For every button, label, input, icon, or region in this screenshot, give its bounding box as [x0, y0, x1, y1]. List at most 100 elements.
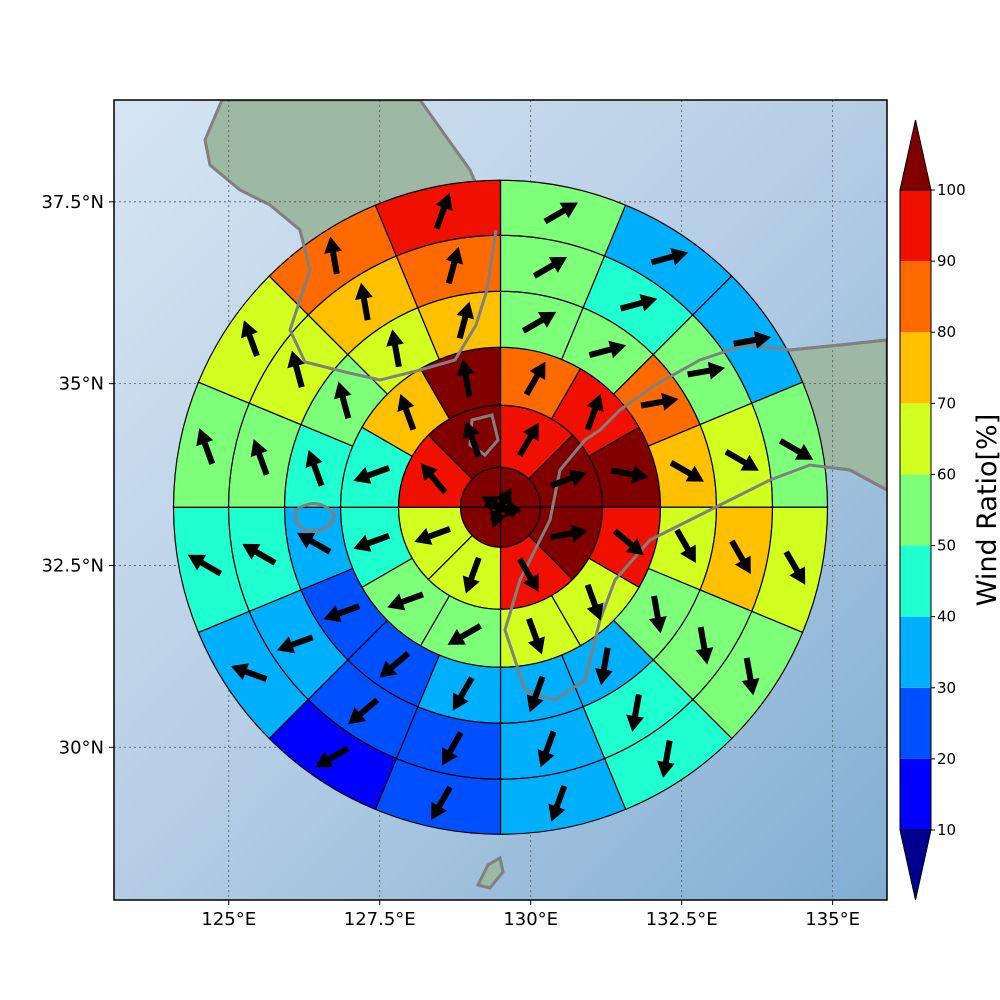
wind-arrow-shape: [387, 591, 424, 611]
wind-arrow: [287, 350, 305, 388]
colorbar-tick-label: 80: [937, 323, 956, 341]
colorbar-bin: [900, 687, 931, 759]
wind-arrow-shape: [537, 730, 557, 768]
wind-arrow: [323, 603, 361, 623]
wind-arrow: [297, 532, 332, 555]
wind-arrow: [196, 428, 216, 465]
colorbar-label: Wind Ratio[%]: [972, 414, 1000, 606]
colorbar-tick-label: 40: [937, 608, 956, 626]
colorbar-tick-label: 30: [937, 679, 956, 697]
wind-arrow-shape: [532, 257, 568, 279]
wind-arrow: [348, 697, 380, 725]
wind-arrow: [549, 524, 588, 543]
colorbar: 10 20 30 40 50 60 70 80 90 100: [899, 119, 966, 901]
wind-arrow: [656, 740, 675, 778]
wind-arrow: [783, 550, 806, 585]
wind-arrow-shape: [741, 657, 760, 696]
wind-arrow-shape: [324, 236, 342, 275]
wind-arrow-shape: [481, 496, 516, 518]
colorbar-bin: [900, 474, 931, 546]
wind-arrow: [481, 496, 516, 518]
x-tick-label: 127.5°E: [344, 909, 416, 930]
wind-arrow-shape: [584, 583, 604, 621]
wind-arrow: [305, 449, 325, 487]
wind-arrow: [452, 676, 475, 711]
wind-arrow-shape: [521, 311, 557, 334]
colorbar-bin: [900, 261, 931, 333]
wind-arrow-shape: [379, 651, 411, 678]
wind-arrow: [521, 311, 557, 334]
wind-arrow: [778, 438, 814, 460]
wind-arrow: [379, 651, 411, 678]
wind-arrow: [353, 532, 391, 552]
wind-arrow: [619, 294, 658, 312]
wind-arrow-shape: [242, 543, 277, 566]
wind-arrow: [387, 591, 424, 611]
wind-arrow: [431, 785, 453, 821]
x-tick-label: 132.5°E: [646, 909, 718, 930]
wind-arrow-shape: [640, 392, 679, 411]
y-tick-label: 32.5°N: [41, 555, 104, 576]
japan-coastline-overlay: [503, 338, 888, 702]
korean-coastline-overlay: [288, 229, 498, 382]
wind-arrow: [526, 675, 546, 713]
y-tick-label: 35°N: [59, 374, 104, 395]
wind-arrow: [610, 465, 649, 484]
wind-arrow: [447, 623, 482, 645]
wind-arrow-shape: [526, 617, 545, 655]
colorbar-tick-label: 20: [937, 750, 956, 768]
wind-arrow-shape: [456, 359, 475, 397]
wind-arrow-shape: [353, 465, 391, 484]
wind-arrow: [626, 693, 644, 732]
wind-arrow-shape: [724, 449, 759, 471]
wind-arrow-shape: [462, 421, 482, 458]
colorbar-bin: [900, 332, 931, 404]
wind-arrow-shape: [543, 202, 578, 225]
wind-arrow-shape: [648, 595, 667, 634]
wind-arrow: [733, 330, 772, 349]
colorbar-tick-label: 90: [937, 252, 956, 270]
coastline-overlay: [288, 229, 888, 702]
wind-arrow-shape: [674, 528, 696, 563]
wind-arrow-shape: [783, 550, 806, 585]
x-axis-ticks: 125°E 127.5°E 130°E 132.5°E 135°E: [201, 900, 860, 930]
y-tick-label: 37.5°N: [41, 192, 104, 213]
wind-arrow: [333, 381, 352, 420]
wind-arrow-shape: [323, 603, 361, 623]
wind-arrow-shape: [550, 469, 587, 489]
colorbar-bin: [900, 545, 931, 617]
wind-arrow-shape: [695, 626, 714, 665]
wind-arrow: [414, 526, 451, 545]
wind-arrow: [523, 361, 546, 397]
wind-arrow-shape: [348, 697, 380, 725]
wind-arrow: [462, 556, 482, 594]
wind-arrow: [276, 634, 314, 654]
wind-arrow: [456, 301, 475, 340]
wind-arrow: [550, 469, 587, 489]
wind-arrow: [456, 359, 475, 397]
colorbar-extend-min: [899, 829, 932, 901]
wind-arrow-shape: [526, 675, 546, 713]
wind-arrow: [650, 247, 689, 266]
colorbar-tick-label: 50: [937, 537, 956, 555]
wind-arrow: [242, 543, 277, 566]
wind-arrow-shape: [548, 784, 568, 822]
y-axis-ticks: 37.5°N 35°N 32.5°N 30°N: [41, 192, 114, 758]
wind-arrow: [441, 731, 464, 766]
wind-arrow-shape: [594, 647, 613, 686]
wind-arrow: [543, 202, 578, 225]
wind-arrow-shape: [287, 350, 305, 388]
wind-arrow-shape: [196, 428, 216, 465]
wind-arrow-shape: [354, 282, 373, 321]
wind-direction-arrows: [187, 192, 814, 822]
wind-arrow-shape: [315, 745, 350, 768]
wind-arrow: [462, 421, 482, 458]
wind-arrow: [741, 657, 760, 696]
colorbar-bin: [900, 616, 931, 688]
wind-arrow: [386, 329, 404, 368]
wind-arrow: [433, 192, 453, 230]
wind-arrow: [315, 745, 350, 768]
wind-arrow-shape: [431, 785, 453, 821]
colorbar-tick-label: 10: [937, 821, 956, 839]
wind-arrow-shape: [610, 465, 649, 484]
